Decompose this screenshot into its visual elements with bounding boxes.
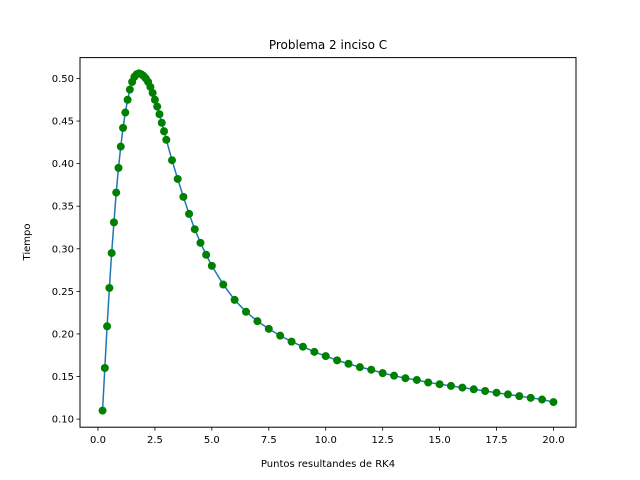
data-point bbox=[114, 163, 123, 172]
y-tick-label: 0.35 bbox=[52, 202, 74, 213]
data-point bbox=[153, 102, 162, 111]
data-point bbox=[390, 371, 399, 380]
x-tick-label: 5.0 bbox=[204, 435, 220, 446]
data-point bbox=[435, 380, 444, 389]
data-point bbox=[155, 110, 164, 119]
data-point bbox=[549, 398, 558, 407]
data-point bbox=[355, 363, 364, 372]
data-point bbox=[469, 385, 478, 394]
data-point bbox=[157, 118, 166, 127]
data-point bbox=[538, 395, 547, 404]
data-point bbox=[367, 365, 376, 374]
data-point bbox=[242, 307, 251, 316]
data-point bbox=[105, 283, 114, 292]
data-point bbox=[107, 249, 116, 258]
data-point bbox=[123, 95, 132, 104]
data-point bbox=[185, 209, 194, 218]
data-point bbox=[116, 142, 125, 151]
data-point bbox=[100, 364, 109, 373]
y-tick-label: 0.15 bbox=[52, 372, 74, 383]
y-tick-label: 0.45 bbox=[52, 117, 74, 128]
x-tick-label: 20.0 bbox=[542, 435, 564, 446]
data-point bbox=[168, 156, 176, 165]
data-point bbox=[378, 369, 387, 378]
data-point bbox=[196, 238, 205, 247]
data-point bbox=[207, 261, 216, 270]
data-point bbox=[503, 390, 512, 399]
data-point bbox=[119, 123, 128, 132]
x-tick-label: 0.0 bbox=[90, 435, 106, 446]
data-point bbox=[298, 342, 307, 351]
data-point bbox=[112, 188, 121, 197]
data-point bbox=[446, 381, 455, 390]
data-point bbox=[287, 337, 296, 346]
data-point bbox=[190, 225, 199, 234]
data-point bbox=[481, 387, 490, 396]
data-point bbox=[160, 127, 169, 136]
x-tick-label: 15.0 bbox=[428, 435, 450, 446]
axes-frame bbox=[79, 57, 577, 428]
data-point bbox=[264, 324, 273, 333]
data-point bbox=[321, 352, 330, 361]
data-point bbox=[253, 317, 262, 326]
y-tick-label: 0.40 bbox=[52, 159, 74, 170]
data-point bbox=[412, 375, 421, 384]
y-axis-label: Tiempo bbox=[22, 224, 33, 262]
data-point bbox=[515, 392, 524, 401]
data-point bbox=[424, 378, 433, 387]
y-axis-ticks: 0.10 0.15 0.20 0.25 0.30 0.35 0.40 0.45 0.50 bbox=[52, 74, 80, 426]
x-axis-label: Puntos resultandes de RK4 bbox=[261, 459, 395, 470]
x-tick-label: 12.5 bbox=[372, 435, 394, 446]
data-point bbox=[219, 280, 228, 289]
data-point bbox=[162, 135, 171, 144]
x-axis-ticks: 0.0 2.5 5.0 7.5 10.0 12.5 15.0 17.5 20.0 bbox=[90, 427, 565, 446]
x-tick-label: 2.5 bbox=[147, 435, 163, 446]
y-tick-label: 0.10 bbox=[52, 415, 74, 426]
data-point bbox=[458, 383, 467, 392]
y-tick-label: 0.20 bbox=[52, 329, 74, 340]
data-point bbox=[333, 356, 342, 365]
y-tick-label: 0.30 bbox=[52, 244, 74, 255]
data-point bbox=[148, 88, 157, 97]
data-point bbox=[121, 108, 130, 117]
data-point bbox=[103, 322, 112, 331]
data-point bbox=[125, 85, 134, 94]
data-point bbox=[230, 295, 239, 304]
data-point bbox=[173, 174, 182, 183]
y-tick-label: 0.50 bbox=[52, 74, 74, 85]
data-point bbox=[150, 95, 159, 104]
data-point bbox=[401, 374, 410, 383]
data-point bbox=[98, 406, 107, 415]
data-point bbox=[179, 192, 188, 201]
y-tick-label: 0.25 bbox=[52, 287, 74, 298]
data-point bbox=[276, 331, 285, 340]
x-tick-label: 7.5 bbox=[261, 435, 277, 446]
x-tick-label: 10.0 bbox=[315, 435, 337, 446]
plot-content bbox=[98, 69, 558, 415]
data-point bbox=[310, 347, 319, 356]
data-point bbox=[492, 388, 501, 397]
chart-title: Problema 2 inciso C bbox=[269, 38, 387, 52]
data-point bbox=[202, 250, 211, 259]
data-point bbox=[526, 393, 535, 402]
data-point bbox=[344, 359, 353, 368]
x-tick-label: 17.5 bbox=[485, 435, 507, 446]
data-point bbox=[109, 218, 118, 227]
